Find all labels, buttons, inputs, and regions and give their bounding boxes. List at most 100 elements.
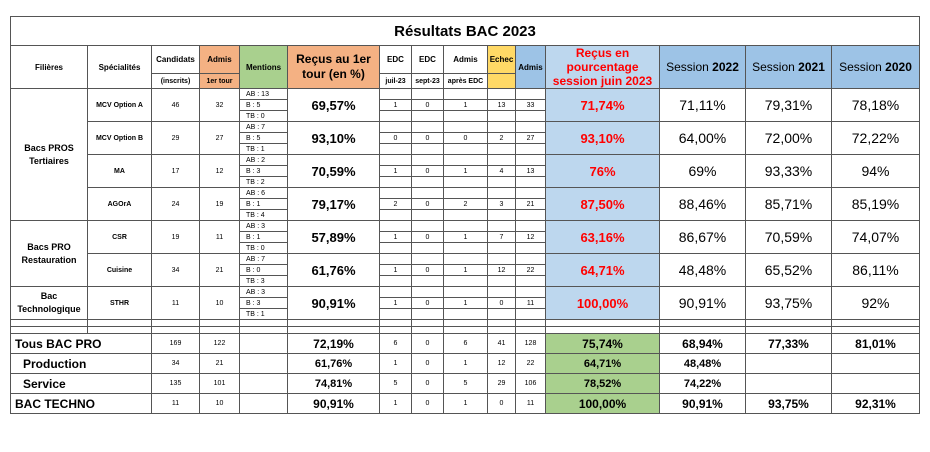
session-2022-cell: 64,00% bbox=[659, 121, 746, 155]
session-2021-cell: 79,31% bbox=[745, 88, 832, 122]
blank-cell bbox=[487, 110, 516, 122]
total-edc1: 5 bbox=[379, 373, 412, 394]
table-row: MA 17 12 AB : 2 70,59% 76% 69% 93,33% 94% bbox=[11, 154, 920, 188]
header-edc2-sub: sept-23 bbox=[411, 73, 444, 89]
session-2020-cell: 85,19% bbox=[831, 187, 920, 221]
blank-cell bbox=[515, 187, 546, 199]
total-admis: 10 bbox=[199, 393, 240, 414]
admis-total-cell: 11 bbox=[515, 297, 546, 309]
mention-cell: TB : 4 bbox=[239, 209, 288, 221]
session-2022-cell: 69% bbox=[659, 154, 746, 188]
recus-pct-cell: 87,50% bbox=[545, 187, 660, 221]
recus-1er-tour-cell: 79,17% bbox=[287, 187, 380, 221]
blank-cell bbox=[379, 143, 412, 155]
total-session-2022: 68,94% bbox=[659, 333, 746, 354]
blank-cell bbox=[515, 88, 546, 100]
group-label-text: Bacs PROS Tertiaires bbox=[24, 142, 74, 166]
blank-cell bbox=[443, 121, 488, 133]
candidats-cell: 19 bbox=[151, 220, 200, 254]
blank-cell bbox=[487, 275, 516, 287]
total-label: BAC TECHNO bbox=[10, 393, 152, 414]
recus-pct-cell: 71,74% bbox=[545, 88, 660, 122]
header-edc1-sub: juil-23 bbox=[379, 73, 412, 89]
blank-cell bbox=[443, 242, 488, 254]
total-session-2021 bbox=[745, 353, 832, 374]
mention-cell: AB : 6 bbox=[239, 187, 288, 199]
session-year: 2022 bbox=[712, 60, 739, 74]
edc1-cell: 2 bbox=[379, 198, 412, 210]
mention-cell: AB : 3 bbox=[239, 220, 288, 232]
blank-cell bbox=[515, 121, 546, 133]
recus-1er-tour-cell: 57,89% bbox=[287, 220, 380, 254]
blank-cell bbox=[443, 286, 488, 298]
mention-cell: B : 1 bbox=[239, 231, 288, 243]
mention-cell: B : 3 bbox=[239, 297, 288, 309]
total-echec: 0 bbox=[487, 393, 516, 414]
blank-cell bbox=[659, 319, 746, 327]
blank-cell bbox=[379, 110, 412, 122]
blank-cell bbox=[379, 209, 412, 221]
blank-cell bbox=[379, 88, 412, 100]
session-2021-cell: 72,00% bbox=[745, 121, 832, 155]
admis-total-cell: 27 bbox=[515, 132, 546, 144]
header-admis-edc: Admis bbox=[443, 44, 488, 75]
total-session-2021 bbox=[745, 373, 832, 394]
blank-cell bbox=[239, 319, 288, 327]
recus-1er-tour-cell: 61,76% bbox=[287, 253, 380, 287]
blank-cell bbox=[411, 154, 444, 166]
blank-cell bbox=[487, 88, 516, 100]
blank-cell bbox=[411, 275, 444, 287]
blank-cell bbox=[487, 143, 516, 155]
recus-pct-cell: 76% bbox=[545, 154, 660, 188]
blank-cell bbox=[411, 308, 444, 320]
total-echec: 41 bbox=[487, 333, 516, 354]
mention-cell: AB : 13 bbox=[239, 88, 288, 100]
header-echec-sub bbox=[487, 73, 516, 89]
edc1-cell: 1 bbox=[379, 99, 412, 111]
specialite-cell: CSR bbox=[87, 220, 152, 254]
total-recus: 72,19% bbox=[287, 333, 380, 354]
blank-cell bbox=[487, 319, 516, 327]
total-admis-edc: 1 bbox=[443, 353, 488, 374]
blank-cell bbox=[10, 326, 88, 334]
table-row: Cuisine 34 21 AB : 7 61,76% 64,71% 48,48% 65,52… bbox=[11, 253, 920, 287]
header-session-2022: Session 2022 bbox=[659, 45, 746, 89]
header-recus-1er-tour: Reçus au 1er tour (en %) bbox=[287, 45, 380, 89]
blank-cell bbox=[239, 353, 288, 374]
group-label-techno: Bac Technologique bbox=[10, 286, 88, 320]
specialite-cell: AGOrA bbox=[87, 187, 152, 221]
admis-edc-cell: 1 bbox=[443, 297, 488, 309]
total-echec: 29 bbox=[487, 373, 516, 394]
admis-total-cell: 21 bbox=[515, 198, 546, 210]
header-mentions: Mentions bbox=[239, 45, 288, 89]
session-2022-cell: 88,46% bbox=[659, 187, 746, 221]
total-edc1: 1 bbox=[379, 393, 412, 414]
blank-cell bbox=[411, 110, 444, 122]
blank-cell bbox=[443, 319, 488, 327]
header-row: Filières Spécialités Candidats Admis Mention… bbox=[10, 44, 920, 89]
blank-cell bbox=[487, 253, 516, 265]
blank-cell bbox=[379, 121, 412, 133]
blank-cell bbox=[515, 275, 546, 287]
recus-pct-cell: 93,10% bbox=[545, 121, 660, 155]
blank-cell bbox=[443, 88, 488, 100]
echec-cell: 13 bbox=[487, 99, 516, 111]
blank-cell bbox=[443, 154, 488, 166]
edc2-cell: 0 bbox=[411, 165, 444, 177]
blank-cell bbox=[151, 326, 200, 334]
blank-cell bbox=[545, 326, 660, 334]
total-candidats: 169 bbox=[151, 333, 200, 354]
header-candidats-sub: (inscrits) bbox=[151, 73, 200, 89]
total-pct: 100,00% bbox=[545, 393, 660, 414]
blank-cell bbox=[239, 326, 288, 334]
blank-cell bbox=[411, 176, 444, 188]
total-session-2022: 74,22% bbox=[659, 373, 746, 394]
admis-cell: 12 bbox=[199, 154, 240, 188]
admis-edc-cell: 0 bbox=[443, 132, 488, 144]
candidats-cell: 24 bbox=[151, 187, 200, 221]
mention-cell: AB : 7 bbox=[239, 253, 288, 265]
specialite-cell: STHR bbox=[87, 286, 152, 320]
blank-cell bbox=[515, 209, 546, 221]
mention-cell: AB : 7 bbox=[239, 121, 288, 133]
blank-cell bbox=[515, 253, 546, 265]
